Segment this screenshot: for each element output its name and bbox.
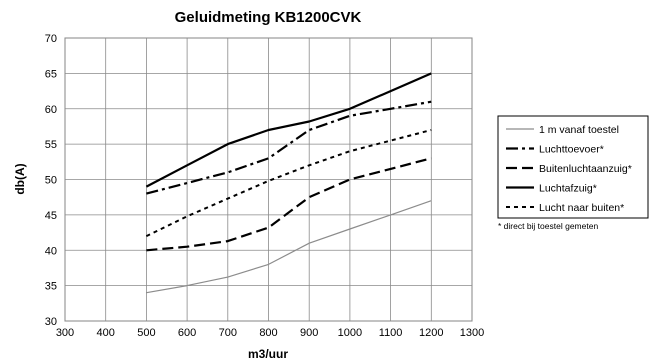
legend-entry-label: Lucht naar buiten* xyxy=(539,202,624,214)
x-tick-label: 300 xyxy=(56,327,74,339)
y-tick-label: 50 xyxy=(45,175,57,187)
series-line xyxy=(145,72,432,188)
x-tick-label: 1000 xyxy=(338,327,362,339)
y-tick-label: 65 xyxy=(45,68,57,80)
x-tick-label: 1100 xyxy=(379,327,403,339)
legend-entry-label: 1 m vanaf toestel xyxy=(539,124,619,136)
y-tick-label: 70 xyxy=(45,33,57,45)
x-tick-label: 800 xyxy=(259,327,277,339)
y-axis-label: db(A) xyxy=(13,163,27,194)
x-axis-label: m3/uur xyxy=(248,347,288,361)
y-tick-label: 40 xyxy=(45,245,57,257)
legend-footnote: * direct bij toestel gemeten xyxy=(498,221,598,231)
x-tick-labels: 300 400 500 600 700 800 900 1000 1100 1200 1300 xyxy=(56,327,484,339)
series-line xyxy=(146,200,432,294)
series-line xyxy=(146,157,432,252)
x-tick-label: 1300 xyxy=(460,327,484,339)
y-tick-label: 30 xyxy=(45,316,57,328)
legend-entry-label: Luchtafzuig* xyxy=(539,183,597,195)
x-tick-label: 400 xyxy=(97,327,115,339)
plot-area xyxy=(64,37,473,322)
legend-items: 1 m vanaf toestel Luchttoevoer* Buitenluch… xyxy=(506,124,632,214)
legend: 1 m vanaf toestel Luchttoevoer* Buitenluch… xyxy=(497,115,649,219)
x-tick-label: 900 xyxy=(300,327,318,339)
chart-title: Geluidmeting KB1200CVK xyxy=(175,9,362,26)
legend-entry-label: Buitenluchtaanzuig* xyxy=(539,163,632,175)
y-tick-labels: 30 35 40 45 50 55 60 65 70 xyxy=(45,33,57,328)
series-line xyxy=(146,100,432,195)
y-tick-label: 60 xyxy=(45,104,57,116)
x-tick-label: 500 xyxy=(137,327,155,339)
x-tick-label: 1200 xyxy=(419,327,443,339)
grid-lines xyxy=(64,37,473,322)
y-tick-label: 45 xyxy=(45,210,57,222)
x-tick-label: 700 xyxy=(219,327,237,339)
x-tick-label: 600 xyxy=(178,327,196,339)
series-lines xyxy=(145,72,432,294)
y-tick-label: 35 xyxy=(45,281,57,293)
y-tick-label: 55 xyxy=(45,139,57,151)
legend-entry-label: Luchttoevoer* xyxy=(539,144,604,156)
series-line xyxy=(145,129,432,237)
